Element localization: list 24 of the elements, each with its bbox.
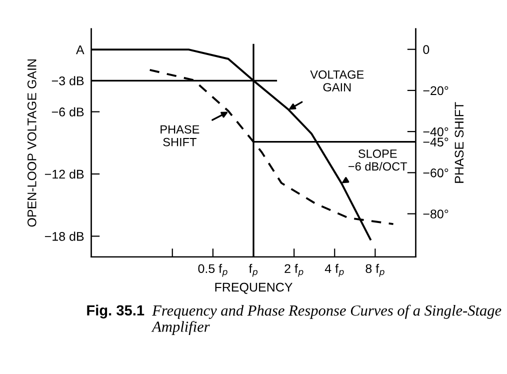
y-axis-title: OPEN-LOOP VOLTAGE GAIN: [27, 59, 36, 227]
annotation: VOLTAGE GAIN: [310, 70, 364, 92]
y-tick-label: −3 dB: [52, 76, 84, 86]
x-axis-title: FREQUENCY: [215, 282, 292, 294]
annotation: PHASE SHIFT: [160, 125, 200, 146]
x-tick-label: 4 f$_{p}$: [324, 264, 344, 277]
y-tick-label: −18 dB: [44, 232, 84, 241]
text: Frequency and Phase Response Curves of a Single-Stage Amplifier: [151, 304, 502, 336]
x-tick-label: 8 f$_{p}$: [366, 264, 384, 277]
annotation: SLOPE −6 dB/OCT: [348, 150, 408, 171]
y2-axis-title: PHASE SHIFT: [454, 102, 464, 183]
x-tick-label: 2 f$_{p}$: [284, 264, 304, 277]
y2-tick-label: −45°: [423, 138, 448, 146]
y2-tick-label: −60°: [423, 168, 448, 178]
text: Fig. 35.1: [87, 304, 144, 318]
x-tick-label: 0.5 f$_{p}$: [198, 264, 228, 277]
y-tick-label: A: [76, 45, 84, 54]
y2-tick-label: 0: [423, 45, 430, 54]
y2-tick-label: −40°: [423, 127, 448, 136]
y-tick-label: −12 dB: [44, 169, 84, 179]
y-tick-label: −6 dB: [52, 107, 84, 116]
x-tick-label: f$_{p}$: [248, 264, 258, 277]
y2-tick-label: −80°: [423, 210, 448, 218]
y2-tick-label: −20°: [423, 86, 448, 96]
